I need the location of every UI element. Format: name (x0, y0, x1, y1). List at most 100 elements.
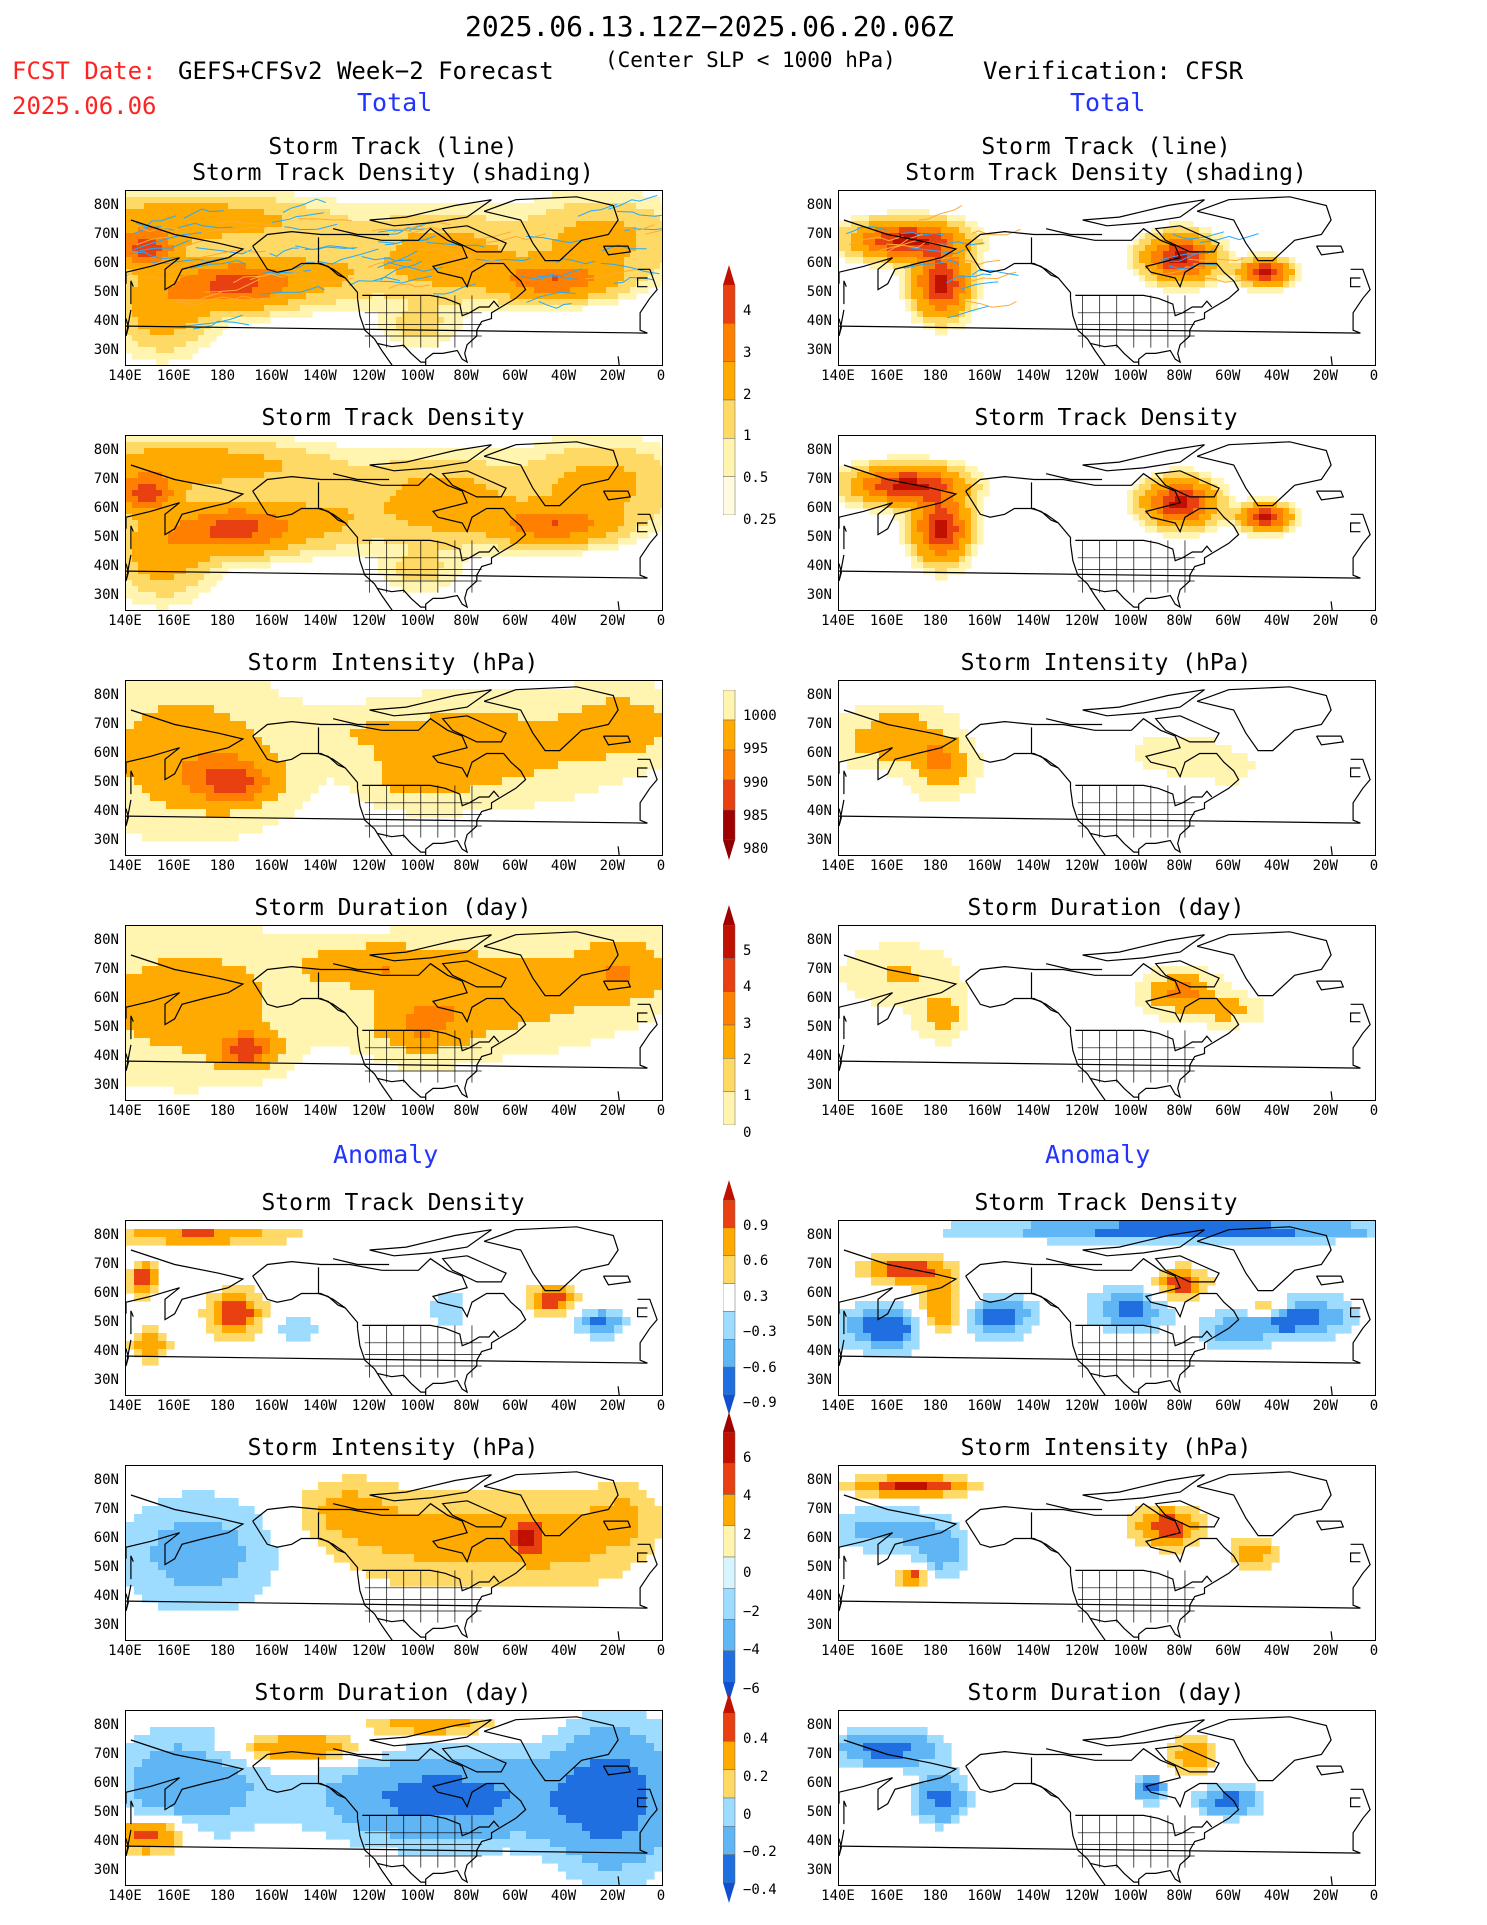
field-cell (414, 532, 421, 539)
field-cell (893, 490, 900, 497)
field-cell (144, 203, 151, 210)
field-cell (246, 442, 253, 449)
field-cell (408, 556, 415, 563)
field-cell (252, 191, 259, 198)
field-cell (198, 335, 205, 342)
field-cell (126, 448, 133, 455)
field-cell (1127, 245, 1134, 252)
field-cell (576, 544, 583, 551)
field-cell (150, 191, 157, 198)
field-cell (564, 436, 571, 443)
field-cell (324, 478, 331, 485)
field-cell (426, 323, 433, 330)
field-cell (917, 508, 924, 515)
field-cell (186, 580, 193, 587)
field-cell (342, 532, 349, 539)
field-cell (372, 550, 379, 557)
field-cell (234, 203, 241, 210)
field-cell (1169, 484, 1176, 491)
field-cell (456, 544, 463, 551)
field-cell (600, 227, 607, 234)
field-cell (414, 544, 421, 551)
field-cell (264, 251, 271, 258)
field-cell (204, 502, 211, 509)
field-cell (851, 466, 858, 473)
field-cell (390, 209, 397, 216)
field-cell (426, 586, 433, 593)
field-cell (480, 466, 487, 473)
field-cell (546, 484, 553, 491)
field-cell (228, 275, 235, 282)
field-cell (462, 275, 469, 282)
field-cell (594, 257, 601, 264)
field-cell (306, 442, 313, 449)
field-cell (276, 496, 283, 503)
field-cell (516, 484, 523, 491)
field-cell (504, 532, 511, 539)
field-cell (468, 508, 475, 515)
field-cell (306, 305, 313, 312)
field-cell (468, 532, 475, 539)
field-cell (923, 269, 930, 276)
storm-track-line (272, 212, 324, 223)
field-cell (414, 550, 421, 557)
field-cell (276, 484, 283, 491)
field-cell (270, 496, 277, 503)
field-cell (162, 556, 169, 563)
field-cell (468, 203, 475, 210)
field-cell (312, 269, 319, 276)
field-cell (450, 526, 457, 533)
field-cell (366, 275, 373, 282)
coastline-path (130, 525, 134, 550)
field-cell (432, 544, 439, 551)
main-title: 2025.06.13.12Z−2025.06.20.06Z (465, 10, 954, 43)
field-cell (935, 251, 942, 258)
field-cell (150, 556, 157, 563)
field-cell (198, 562, 205, 569)
coastline-path (317, 482, 346, 524)
field-cell (264, 544, 271, 551)
storm-track-line (1172, 231, 1225, 240)
field-cell (294, 448, 301, 455)
field-cell (288, 233, 295, 240)
field-cell (594, 502, 601, 509)
field-cell (348, 460, 355, 467)
field-cell (396, 496, 403, 503)
field-cell (222, 197, 229, 204)
field-cell (1211, 496, 1218, 503)
field-cell (180, 580, 187, 587)
field-cell (504, 508, 511, 515)
field-cell (180, 550, 187, 557)
field-cell (953, 305, 960, 312)
field-cell (132, 347, 139, 354)
field-cell (318, 263, 325, 270)
field-cell (312, 460, 319, 467)
field-cell (198, 526, 205, 533)
field-cell (204, 245, 211, 252)
coastline-path (965, 245, 1072, 299)
field-cell (480, 460, 487, 467)
field-cell (402, 293, 409, 300)
field-cell (540, 526, 547, 533)
field-cell (953, 323, 960, 330)
field-cell (1271, 496, 1278, 503)
field-cell (366, 490, 373, 497)
field-cell (396, 508, 403, 515)
field-cell (300, 550, 307, 557)
field-cell (516, 299, 523, 306)
field-cell (330, 514, 337, 521)
field-cell (378, 526, 385, 533)
field-cell (264, 197, 271, 204)
field-cell (168, 538, 175, 545)
field-cell (522, 484, 529, 491)
field-cell (168, 442, 175, 449)
field-cell (198, 556, 205, 563)
field-cell (534, 269, 541, 276)
field-cell (618, 538, 625, 545)
field-cell (156, 448, 163, 455)
field-cell (282, 227, 289, 234)
field-cell (929, 269, 936, 276)
field-cell (396, 287, 403, 294)
field-cell (600, 496, 607, 503)
field-cell (654, 227, 661, 234)
